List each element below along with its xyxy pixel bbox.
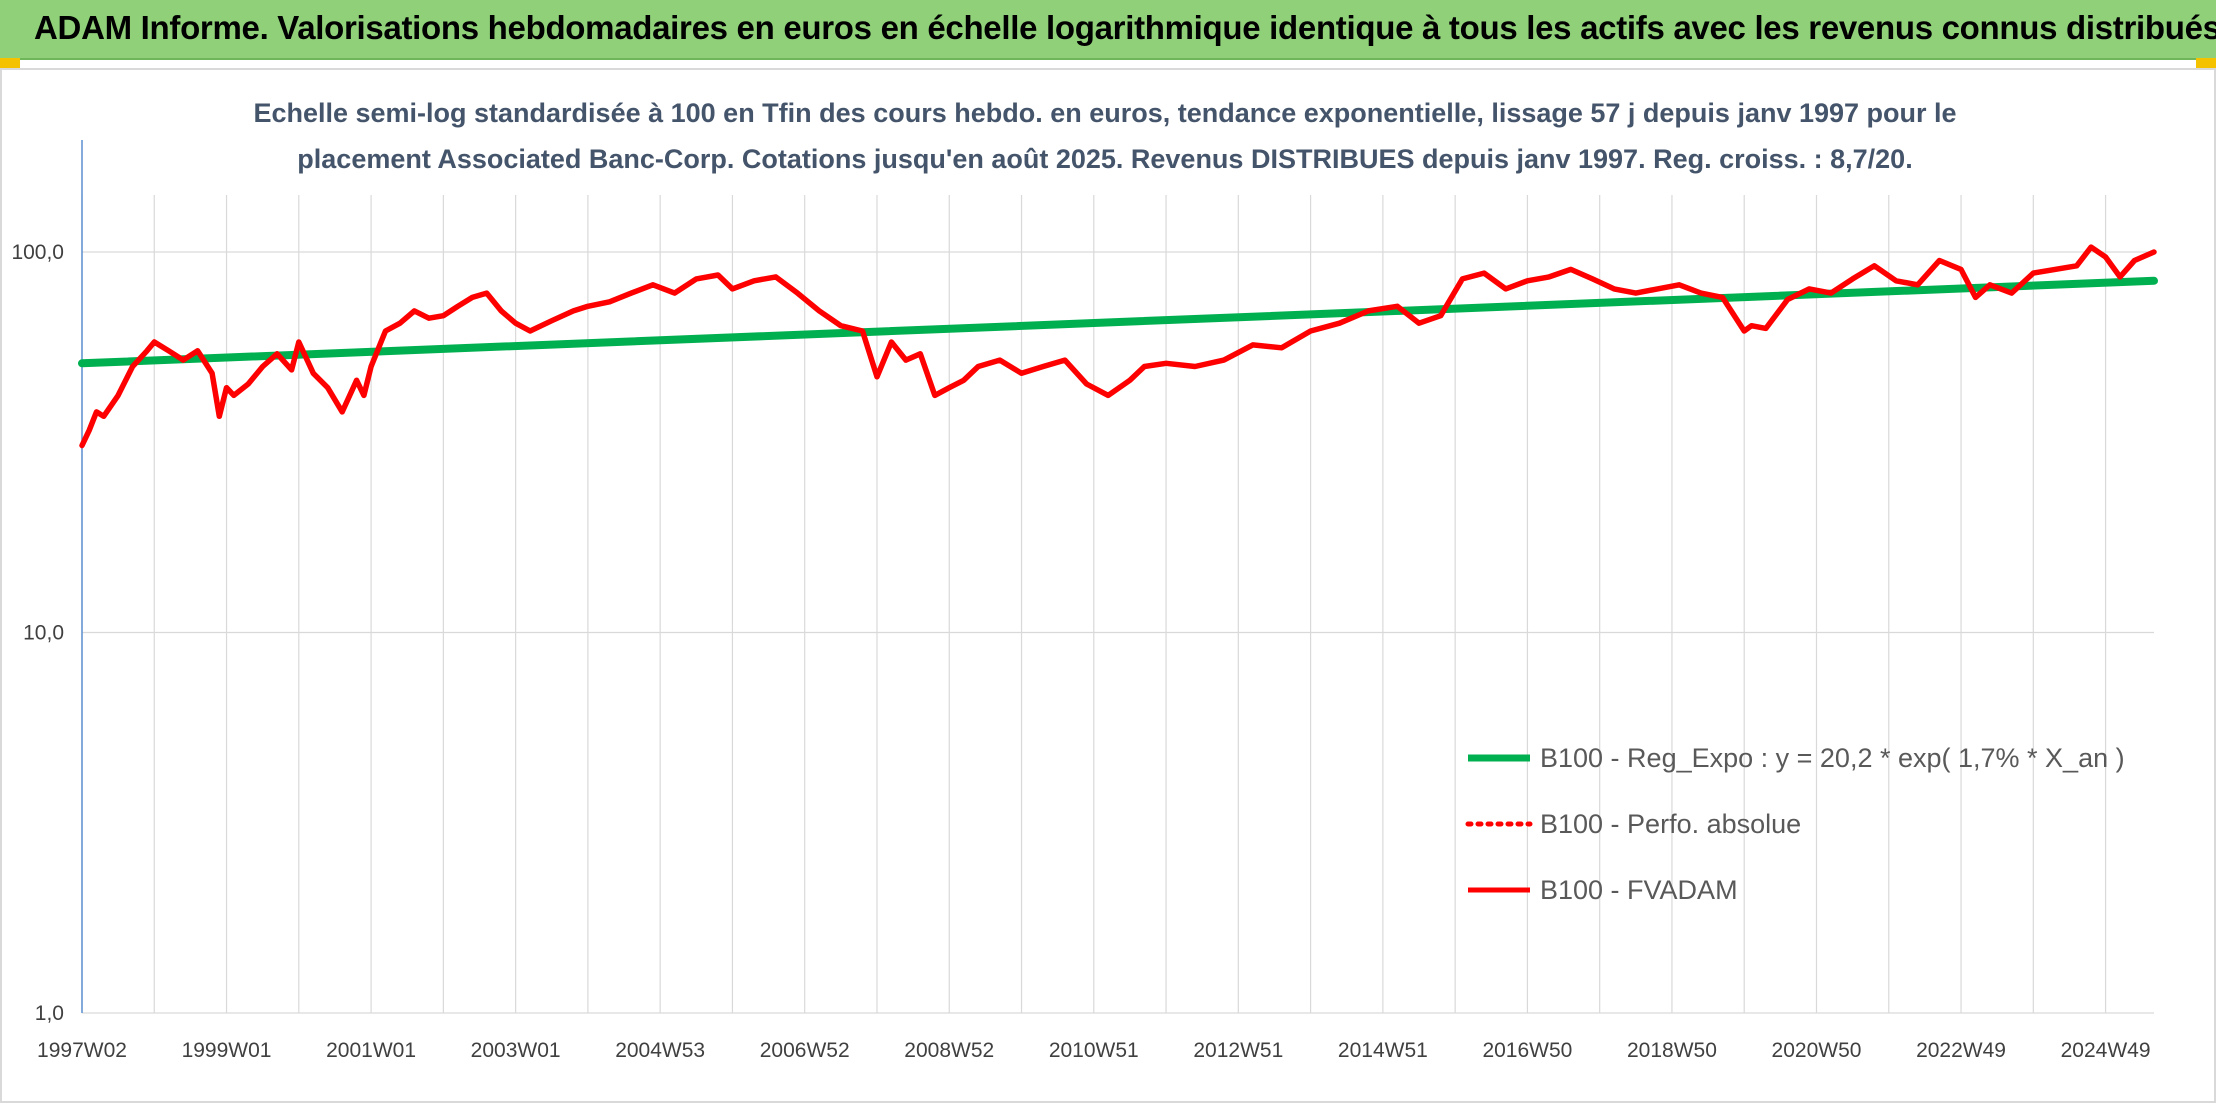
series-line-regression xyxy=(78,276,2158,368)
x-tick-label: 1999W01 xyxy=(182,1039,272,1062)
legend-label: B100 - Perfo. absolue xyxy=(1540,809,1801,839)
x-tick-label: 2022W49 xyxy=(1916,1039,2006,1062)
chart-subtitle-line1: Echelle semi-log standardisée à 100 en T… xyxy=(253,98,1956,128)
report-banner: ADAM Informe. Valorisations hebdomadaire… xyxy=(0,0,2216,60)
y-axis-ticks: 100,0 10,0 1,0 xyxy=(11,241,64,1025)
x-tick-label: 2008W52 xyxy=(904,1039,994,1062)
x-axis-ticks: 1997W02 1999W01 2001W01 2003W01 2004W53 2006W… xyxy=(37,1039,2150,1062)
corner-marker-left xyxy=(0,58,20,70)
y-tick-label: 100,0 xyxy=(11,241,64,264)
legend-label: B100 - Reg_Expo : y = 20,2 * exp( 1,7% *… xyxy=(1540,743,2125,773)
x-tick-label: 2006W52 xyxy=(760,1039,850,1062)
chart-subtitle-line2: placement Associated Banc-Corp. Cotation… xyxy=(297,144,1912,174)
report-title: ADAM Informe. Valorisations hebdomadaire… xyxy=(34,9,2216,46)
x-tick-label: 2024W49 xyxy=(2061,1039,2151,1062)
x-tick-label: 2016W50 xyxy=(1482,1039,1572,1062)
x-tick-label: 1997W02 xyxy=(37,1039,127,1062)
x-tick-label: 2010W51 xyxy=(1049,1039,1139,1062)
x-tick-label: 2014W51 xyxy=(1338,1039,1428,1062)
x-tick-label: 2004W53 xyxy=(615,1039,705,1062)
y-tick-label: 10,0 xyxy=(23,622,64,645)
corner-marker-right xyxy=(2196,58,2216,70)
gridlines xyxy=(81,195,2154,1014)
series-line-fvadam xyxy=(79,244,2157,449)
x-tick-label: 2003W01 xyxy=(471,1039,561,1062)
x-tick-label: 2020W50 xyxy=(1772,1039,1862,1062)
series-lines xyxy=(78,244,2158,449)
legend: B100 - Reg_Expo : y = 20,2 * exp( 1,7% *… xyxy=(1465,743,2125,905)
y-tick-label: 1,0 xyxy=(35,1002,64,1025)
chart-frame xyxy=(0,68,2216,1103)
x-tick-label: 2001W01 xyxy=(326,1039,416,1062)
x-tick-label: 2018W50 xyxy=(1627,1039,1717,1062)
legend-label: B100 - FVADAM xyxy=(1540,875,1738,905)
x-tick-label: 2012W51 xyxy=(1193,1039,1283,1062)
